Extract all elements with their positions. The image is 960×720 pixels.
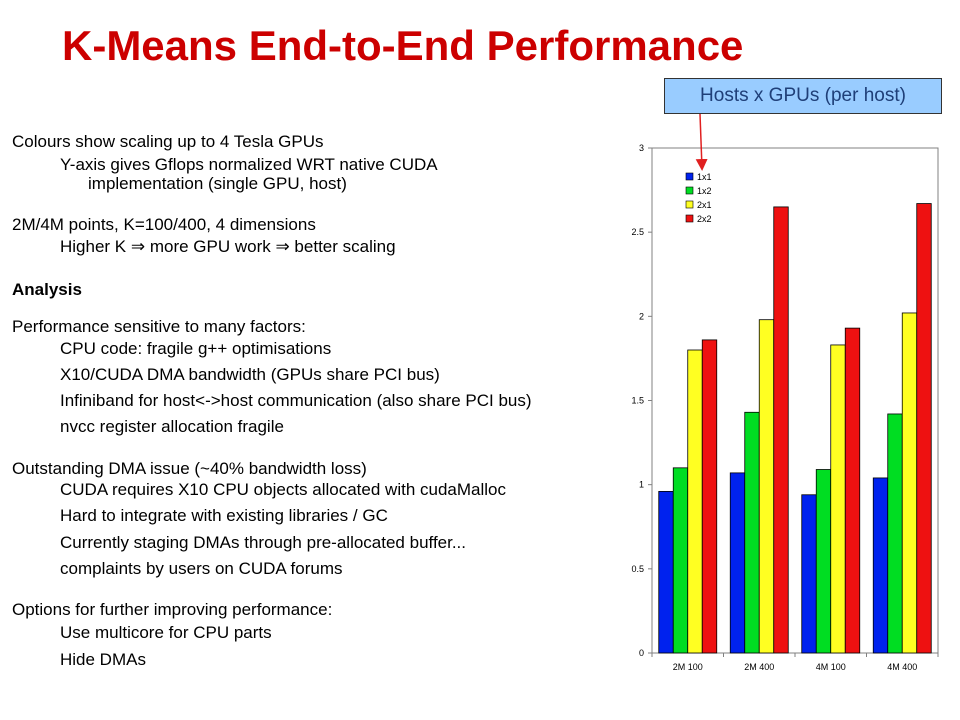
bar-1x1-4M-400 bbox=[872, 477, 889, 654]
bar-2x2-4M-400 bbox=[916, 203, 932, 654]
bar-1x2-4M-100 bbox=[815, 469, 832, 654]
bar-1x1-4M-100 bbox=[801, 494, 817, 654]
legend-label-2x2: 2x2 bbox=[697, 214, 712, 224]
bar-2x1-2M-400 bbox=[758, 319, 775, 654]
x-tick-label: 2M 400 bbox=[744, 662, 774, 672]
slide-title: K-Means End-to-End Performance bbox=[62, 22, 744, 69]
y-tick-label: 2.5 bbox=[631, 227, 644, 237]
legend-label-1x2: 1x2 bbox=[697, 186, 712, 196]
sub-cuda-requires: CUDA requires X10 CPU objects allocated … bbox=[60, 480, 506, 499]
y-tick-label: 1 bbox=[639, 480, 644, 490]
legend-swatch-1x1 bbox=[685, 172, 694, 181]
y-tick-label: 2 bbox=[639, 311, 644, 321]
bullet-colours: Colours show scaling up to 4 Tesla GPUs bbox=[12, 132, 324, 151]
legend-swatch-2x2 bbox=[685, 214, 694, 223]
bar-1x2-2M-100 bbox=[672, 467, 689, 654]
y-tick-label: 3 bbox=[639, 143, 644, 153]
y-tick-label: 1.5 bbox=[631, 396, 644, 406]
sub-infiniband: Infiniband for host<->host communication… bbox=[60, 391, 532, 410]
bar-1x1-2M-400 bbox=[729, 472, 746, 654]
bar-2x2-2M-400 bbox=[773, 206, 789, 654]
sub-multicore: Use multicore for CPU parts bbox=[60, 623, 272, 642]
y-tick-label: 0.5 bbox=[631, 564, 644, 574]
bar-2x2-2M-100 bbox=[701, 339, 718, 654]
sub-hard-integrate: Hard to integrate with existing librarie… bbox=[60, 506, 388, 525]
x-tick-label: 2M 100 bbox=[673, 662, 703, 672]
x-tick-label: 4M 400 bbox=[887, 662, 917, 672]
bar-2x2-4M-100 bbox=[844, 327, 861, 654]
legend-swatch-2x1 bbox=[685, 200, 694, 209]
bar-chart: 0 0.5 1 1.5 2 2.5 3 2M 100 2M 400 4M 100 4M 400 1x1… bbox=[631, 143, 939, 672]
bar-2x1-4M-100 bbox=[830, 344, 846, 654]
sub-cpu-code: CPU code: fragile g++ optimisations bbox=[60, 339, 332, 358]
bar-2x1-4M-400 bbox=[901, 312, 918, 654]
bullet-sensitive: Performance sensitive to many factors: bbox=[12, 317, 306, 336]
legend-label-2x1: 2x1 bbox=[697, 200, 712, 210]
bullet-options: Options for further improving performanc… bbox=[12, 600, 333, 619]
bullet-dma-issue: Outstanding DMA issue (~40% bandwidth lo… bbox=[12, 459, 367, 478]
legend-label-1x1: 1x1 bbox=[697, 172, 712, 182]
sub-higher-k: Higher K ⇒ more GPU work ⇒ better scalin… bbox=[60, 237, 396, 256]
chart-layer: 0 0.5 1 1.5 2 2.5 3 2M 100 2M 400 4M 100 4M 400 1x1… bbox=[631, 143, 939, 672]
sub-yaxis-cont: implementation (single GPU, host) bbox=[88, 174, 347, 193]
bar-1x1-2M-100 bbox=[658, 490, 674, 654]
sub-hide-dmas: Hide DMAs bbox=[60, 650, 146, 669]
bar-1x2-4M-400 bbox=[887, 413, 903, 654]
x-tick-label: 4M 100 bbox=[816, 662, 846, 672]
sub-dma-bandwidth: X10/CUDA DMA bandwidth (GPUs share PCI b… bbox=[60, 365, 440, 384]
analysis-heading: Analysis bbox=[12, 280, 82, 299]
bullet-points: 2M/4M points, K=100/400, 4 dimensions bbox=[12, 215, 316, 234]
sub-complaints: complaints by users on CUDA forums bbox=[60, 559, 343, 578]
bar-2x1-2M-100 bbox=[687, 349, 703, 654]
hosts-gpus-callout: Hosts x GPUs (per host) bbox=[664, 78, 942, 114]
sub-yaxis: Y-axis gives Gflops normalized WRT nativ… bbox=[60, 155, 438, 174]
y-tick-label: 0 bbox=[639, 648, 644, 658]
sub-nvcc: nvcc register allocation fragile bbox=[60, 417, 284, 436]
sub-staging: Currently staging DMAs through pre-alloc… bbox=[60, 533, 467, 552]
legend-swatch-1x2 bbox=[685, 186, 694, 195]
bar-1x2-2M-400 bbox=[744, 411, 760, 654]
